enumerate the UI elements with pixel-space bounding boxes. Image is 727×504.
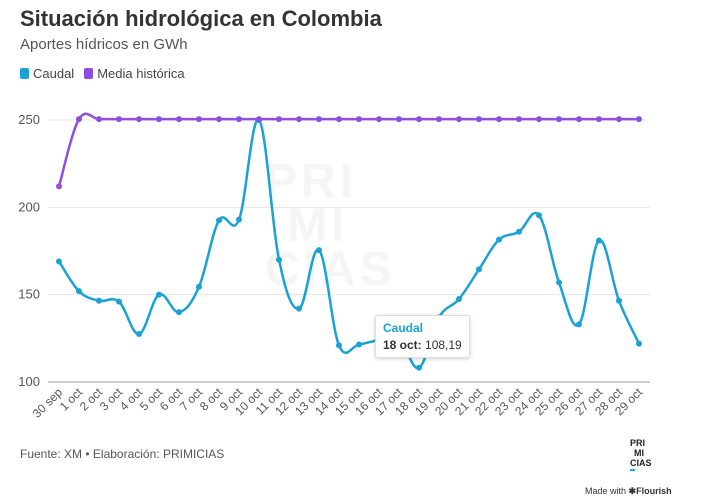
- data-point-caudal: [116, 298, 122, 305]
- legend-item-caudal[interactable]: Caudal: [20, 66, 74, 81]
- data-point-caudal: [216, 217, 222, 224]
- data-point-caudal: [496, 236, 502, 243]
- data-point-media-hist-rica: [336, 116, 342, 123]
- data-point-media-hist-rica: [556, 116, 562, 123]
- flourish-brand: ✱Flourish: [628, 486, 672, 496]
- data-point-media-hist-rica: [76, 116, 82, 123]
- data-point-media-hist-rica: [576, 116, 582, 123]
- source-note: Fuente: XM • Elaboración: PRIMICIAS: [20, 447, 225, 461]
- logo-line-3: CIAS: [630, 458, 652, 468]
- data-point-caudal: [236, 216, 242, 223]
- data-point-media-hist-rica: [516, 116, 522, 123]
- data-point-caudal: [516, 228, 522, 235]
- data-point-caudal: [596, 237, 602, 244]
- flourish-brand-name: Flourish: [636, 486, 672, 496]
- data-point-caudal: [176, 309, 182, 316]
- chart-legend: Caudal Media histórica: [20, 66, 185, 81]
- tooltip-label: 18 oct:: [383, 338, 422, 352]
- tooltip-series-name: Caudal: [383, 321, 424, 335]
- data-point-media-hist-rica: [236, 116, 242, 123]
- data-point-media-hist-rica: [216, 116, 222, 123]
- series-line-caudal: [57, 118, 641, 369]
- legend-label-media-historica: Media histórica: [97, 66, 185, 81]
- data-point-caudal: [276, 256, 282, 263]
- data-point-media-hist-rica: [56, 183, 62, 190]
- y-tick-label: 100: [18, 374, 40, 389]
- grid-lines: [48, 119, 650, 383]
- data-point-caudal: [616, 297, 622, 304]
- data-point-media-hist-rica: [596, 116, 602, 123]
- y-tick-label: 200: [18, 199, 40, 214]
- logo-line-1: PRI: [630, 438, 646, 448]
- data-point-media-hist-rica: [496, 116, 502, 123]
- data-point-caudal: [556, 279, 562, 286]
- data-point-media-hist-rica: [416, 116, 422, 123]
- y-tick-label: 250: [18, 112, 40, 127]
- data-point-media-hist-rica: [536, 116, 542, 123]
- logo-accent-bar: [630, 469, 635, 471]
- series-line-media-hist-rica: [57, 112, 639, 187]
- data-point-media-hist-rica: [616, 116, 622, 123]
- data-point-caudal: [156, 291, 162, 298]
- data-point-caudal: [416, 364, 422, 371]
- series-media-hist-rica: [56, 112, 642, 190]
- data-point-caudal: [636, 340, 642, 347]
- chart-title: Situación hidrológica en Colombia: [20, 6, 382, 31]
- data-point-caudal: [536, 212, 542, 219]
- data-point-caudal: [456, 296, 462, 303]
- data-point-caudal: [136, 330, 142, 337]
- chart-subtitle: Aportes hídricos en GWh: [20, 36, 188, 53]
- data-point-media-hist-rica: [636, 116, 642, 123]
- tooltip-value: 108,19: [425, 338, 462, 352]
- data-point-media-hist-rica: [156, 116, 162, 123]
- data-point-media-hist-rica: [436, 116, 442, 123]
- data-point-caudal: [476, 266, 482, 273]
- made-with-flourish-link[interactable]: Made with ✱Flourish: [585, 486, 672, 497]
- data-point-media-hist-rica: [136, 116, 142, 123]
- data-point-caudal: [316, 247, 322, 254]
- y-axis-ticks: 100 150 200 250: [18, 112, 40, 389]
- data-point-caudal: [576, 321, 582, 328]
- data-point-caudal: [96, 297, 102, 304]
- y-tick-label: 150: [18, 287, 40, 302]
- data-point-caudal: [336, 342, 342, 349]
- data-point-caudal: [356, 341, 362, 348]
- data-point-media-hist-rica: [476, 116, 482, 123]
- data-point-media-hist-rica: [276, 116, 282, 123]
- legend-item-media-historica[interactable]: Media histórica: [84, 66, 185, 81]
- data-point-media-hist-rica: [316, 116, 322, 123]
- legend-swatch-media-historica: [84, 68, 94, 79]
- series-caudal: [56, 117, 642, 371]
- data-point-media-hist-rica: [356, 116, 362, 123]
- data-point-media-hist-rica: [176, 116, 182, 123]
- data-point-media-hist-rica: [256, 116, 262, 123]
- data-point-media-hist-rica: [376, 116, 382, 123]
- legend-swatch-caudal: [20, 68, 29, 79]
- primicias-logo: PRI MI CIAS: [630, 438, 658, 471]
- data-point-media-hist-rica: [456, 116, 462, 123]
- legend-label-caudal: Caudal: [33, 66, 75, 81]
- data-point-caudal: [296, 305, 302, 312]
- data-point-caudal: [76, 288, 82, 295]
- data-point-caudal: [56, 258, 62, 265]
- logo-line-2: MI: [634, 448, 644, 458]
- data-tooltip: Caudal 18 oct: 108,19: [375, 315, 470, 358]
- data-point-media-hist-rica: [196, 116, 202, 123]
- series-lines: [56, 112, 642, 371]
- data-point-media-hist-rica: [296, 116, 302, 123]
- made-with-label: Made with: [585, 486, 627, 496]
- data-point-media-hist-rica: [396, 116, 402, 123]
- data-point-media-hist-rica: [116, 116, 122, 123]
- data-point-caudal: [196, 283, 202, 290]
- data-point-media-hist-rica: [96, 116, 102, 123]
